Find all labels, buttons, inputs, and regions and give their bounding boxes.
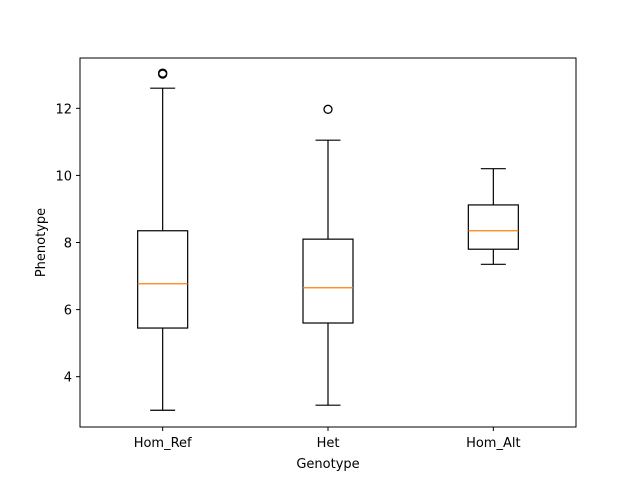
y-tick-label: 6 [64,304,72,319]
y-tick-label: 4 [64,371,72,386]
outlier-point [158,68,168,78]
box-hom-ref [137,230,189,329]
outlier-point [323,104,333,114]
y-tick-label: 8 [64,237,72,252]
y-axis-label: Phenotype [34,208,49,277]
axis-ticks: Hom_Ref Het Hom_Alt 4 6 8 10 12 [55,102,520,451]
x-axis-label: Genotype [296,457,359,472]
x-tick-label: Hom_Ref [134,436,192,451]
x-tick-label: Het [317,436,340,451]
box-het [302,238,354,324]
x-tick-label: Hom_Alt [466,436,521,451]
y-tick-label: 10 [55,169,72,184]
box-hom-alt [467,204,519,250]
y-tick-label: 12 [55,102,72,117]
plot-area [137,68,519,411]
